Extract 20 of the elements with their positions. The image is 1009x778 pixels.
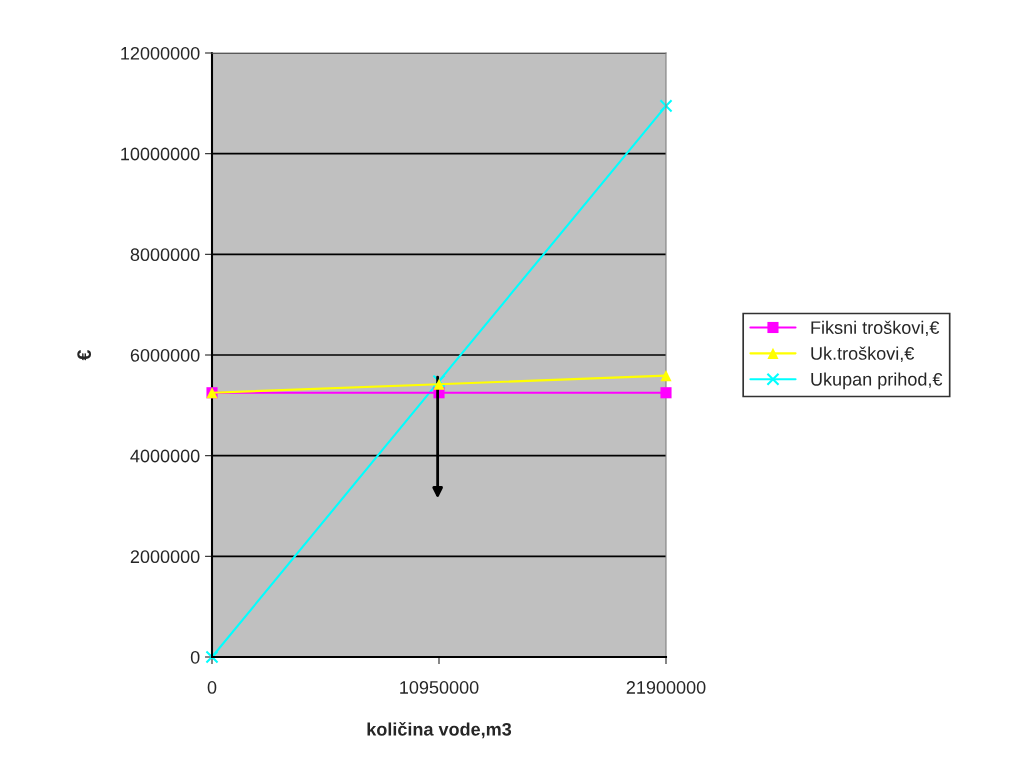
point: [660, 370, 672, 382]
x-tick-label: 10950000: [400, 681, 479, 694]
legend-label: Uk.troškovi,€: [811, 346, 915, 362]
x-tick-label: 21900000: [626, 681, 706, 694]
y-tick-label: 2000000: [130, 550, 200, 564]
y-tick-label: 10000000: [121, 147, 200, 161]
y-tick-label: 6000000: [130, 348, 200, 362]
y-tick-label: 0: [190, 650, 200, 664]
y-tick-label: 4000000: [130, 449, 200, 463]
legend-label: Fiksni troškovi,€: [811, 320, 940, 337]
y-tick-label: 12000000: [121, 46, 200, 60]
y-tick-label: 8000000: [130, 248, 200, 262]
legend-label: Ukupan prihod,€: [811, 372, 943, 390]
point: [205, 650, 219, 664]
x-axis-title: količina vode,m3: [367, 722, 512, 739]
x-tick-label: 0: [207, 681, 217, 694]
point: [659, 99, 673, 113]
y-axis-title: €: [77, 349, 92, 361]
point: [660, 387, 672, 399]
point: [433, 378, 445, 390]
